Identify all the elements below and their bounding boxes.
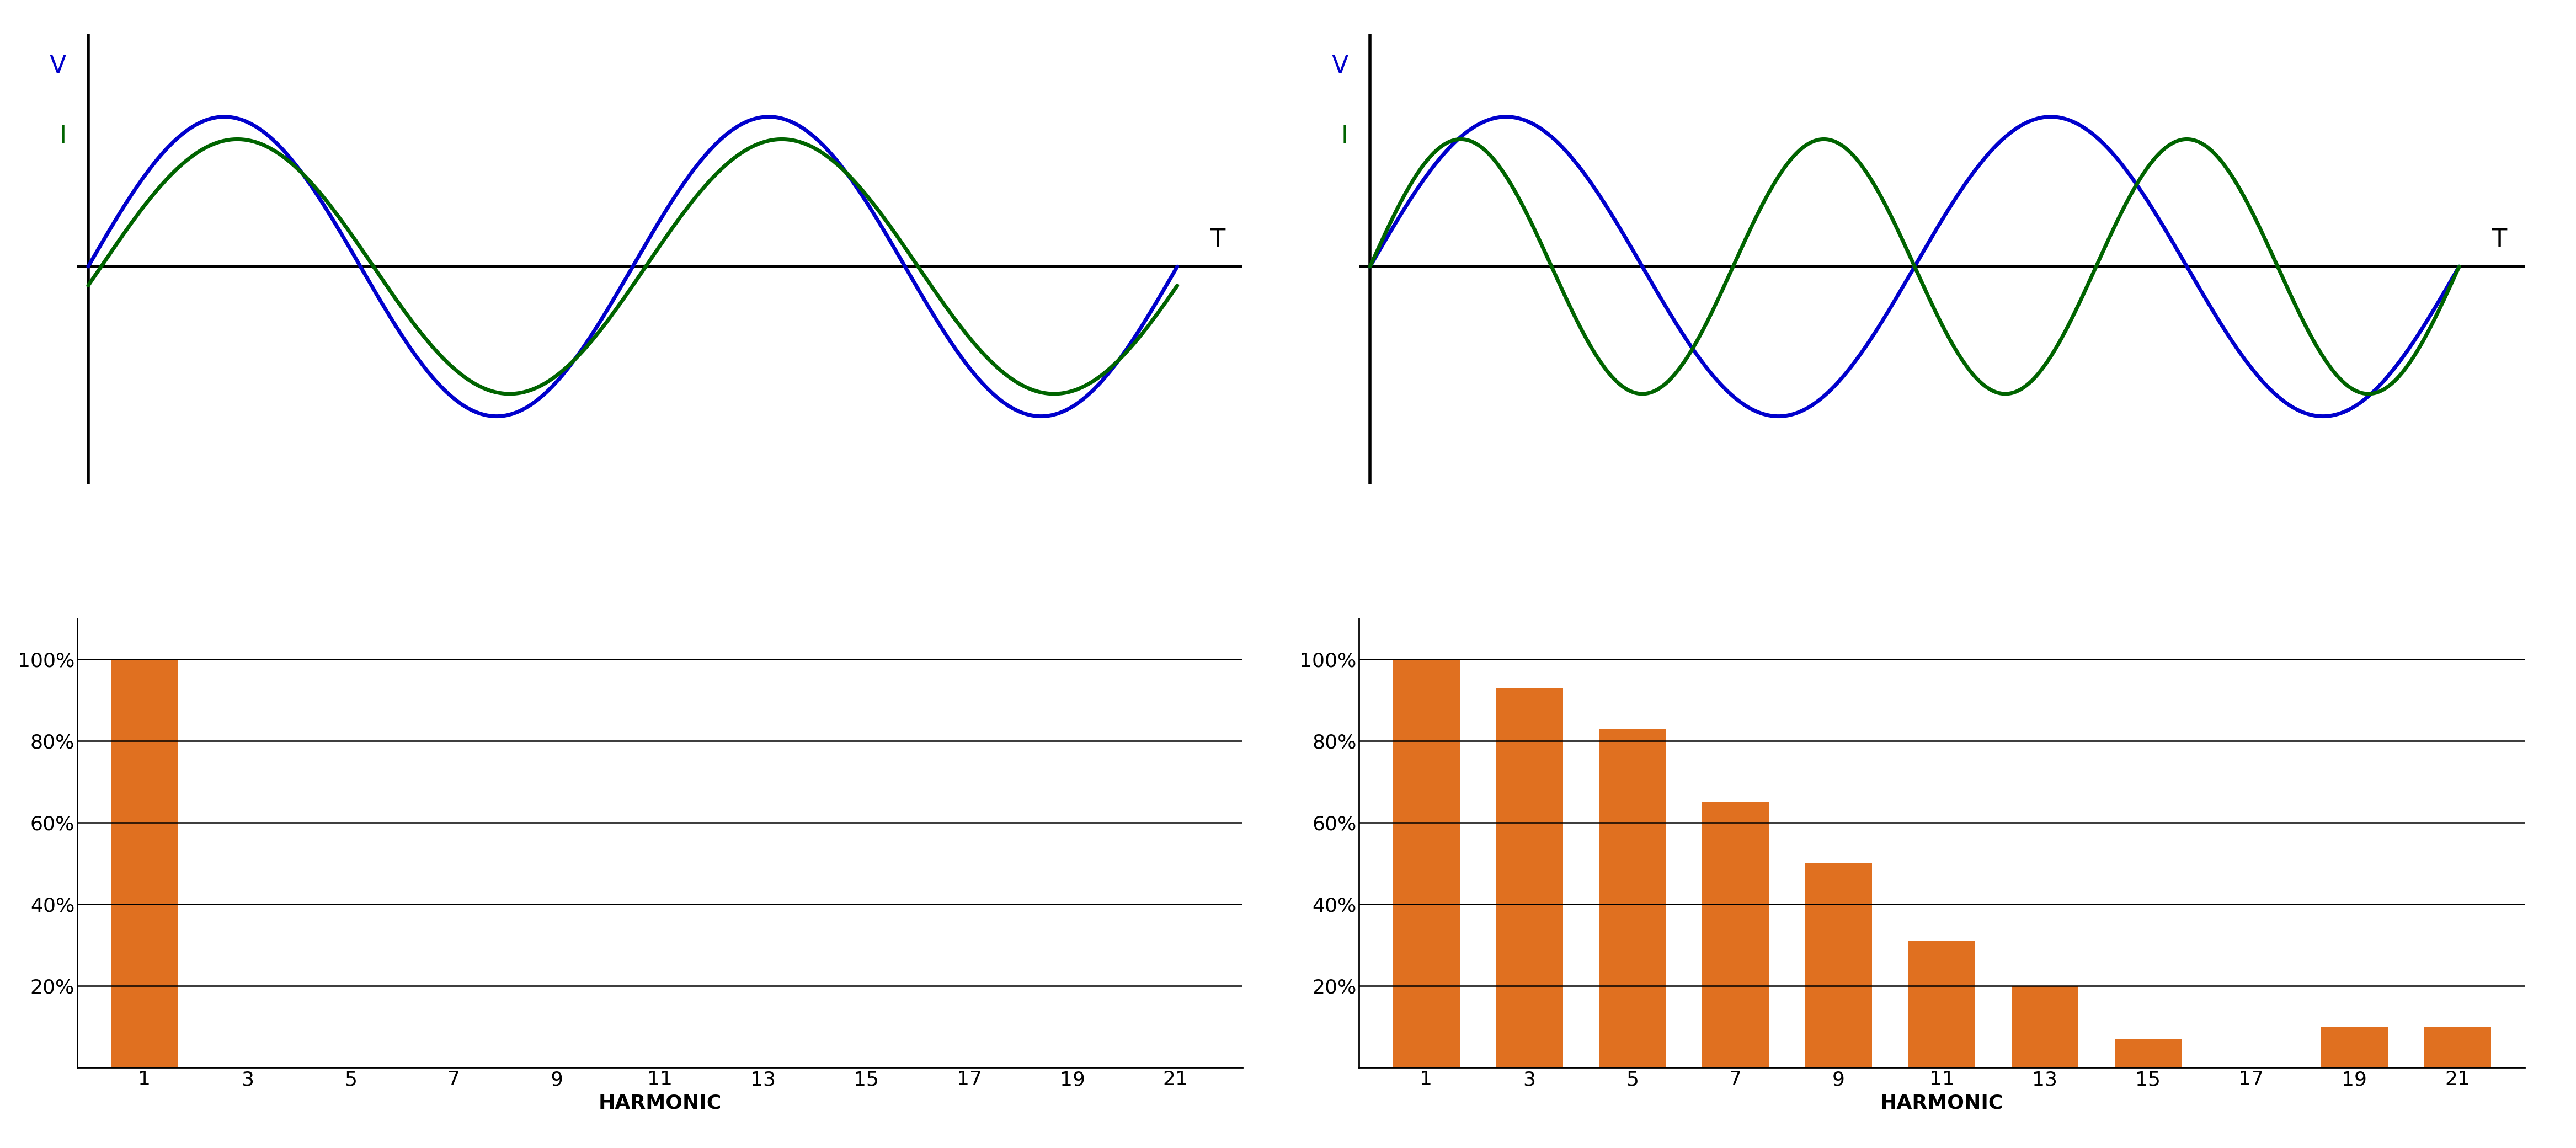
Bar: [1497, 688, 1564, 1068]
Text: V: V: [49, 54, 67, 78]
X-axis label: HARMONIC: HARMONIC: [1880, 1094, 2004, 1112]
Text: I: I: [1342, 124, 1347, 148]
Bar: [1806, 863, 1873, 1068]
Bar: [1600, 729, 1667, 1068]
Text: T: T: [2491, 227, 2506, 251]
Bar: [2012, 986, 2079, 1068]
Text: I: I: [59, 124, 67, 148]
Text: V: V: [1332, 54, 1347, 78]
Bar: [2321, 1026, 2388, 1068]
Bar: [1909, 941, 1976, 1068]
Bar: [111, 659, 178, 1068]
Bar: [1394, 659, 1461, 1068]
Text: T: T: [1211, 227, 1226, 251]
Bar: [2424, 1026, 2491, 1068]
Bar: [2115, 1039, 2182, 1068]
Bar: [1703, 802, 1770, 1068]
X-axis label: HARMONIC: HARMONIC: [598, 1094, 721, 1112]
